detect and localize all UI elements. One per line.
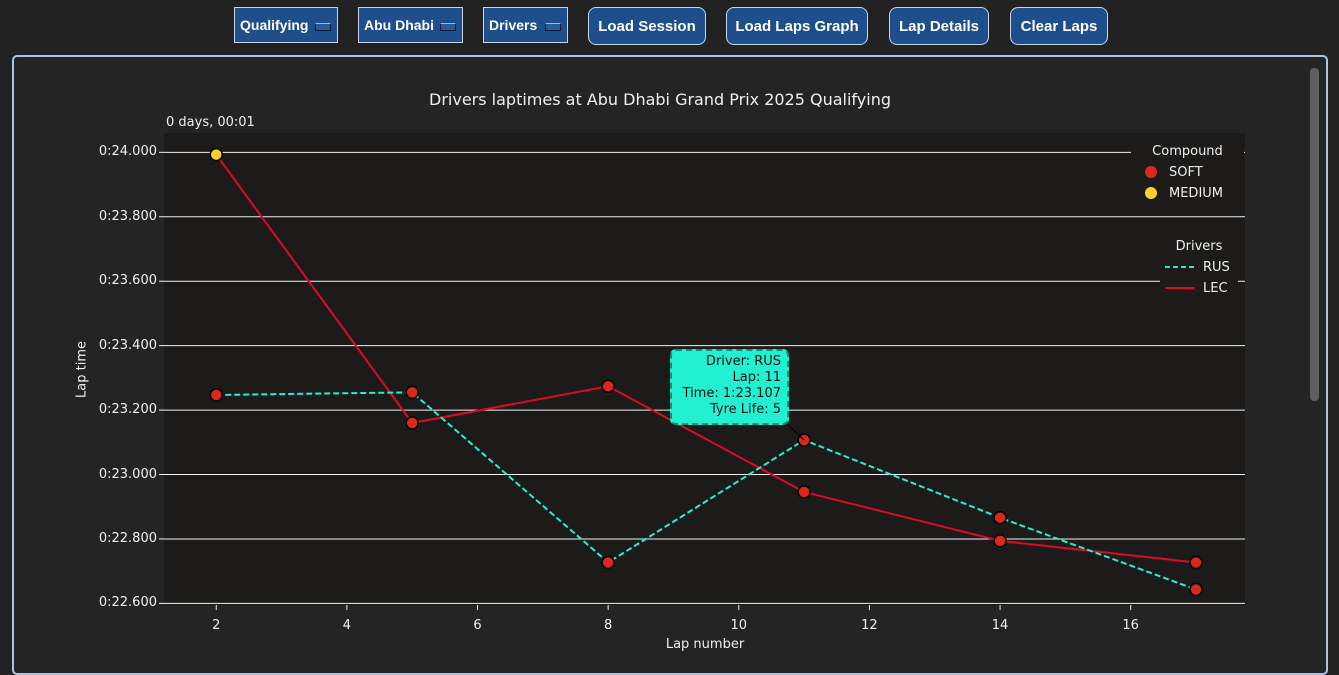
load-laps-graph-button[interactable]: Load Laps Graph (726, 7, 868, 45)
lap-point-lec (1189, 555, 1203, 570)
lap-point-rus (209, 388, 224, 402)
lap-point-lec (209, 147, 224, 162)
series-line-lec (215, 153, 1197, 564)
lap-point-rus (601, 555, 615, 570)
y-tick-label: 0:23.600 (98, 273, 157, 289)
compound-legend-item-medium: MEDIUM (1131, 183, 1223, 203)
x-tick-label: 14 (991, 618, 1009, 633)
x-tick-label: 10 (730, 618, 748, 633)
tooltip-connector (787, 424, 805, 441)
lap-details-button[interactable]: Lap Details (889, 7, 989, 45)
soft-marker-icon (1145, 166, 1157, 178)
y-tick-label: 0:22.800 (98, 530, 157, 546)
drivers-legend-item-rus: RUS (1160, 257, 1230, 277)
clear-laps-button[interactable]: Clear Laps (1010, 7, 1108, 45)
time-offset-label: 0 days, 00:01 (166, 115, 255, 130)
lap-point-lec (405, 416, 419, 430)
y-axis-label: Lap time (74, 341, 90, 398)
x-tick-label: 6 (473, 618, 482, 633)
vertical-scrollbar[interactable] (1310, 68, 1319, 401)
x-tick-label: 2 (212, 618, 221, 633)
medium-marker-icon (1145, 187, 1157, 199)
y-tick-label: 0:23.400 (98, 337, 157, 353)
tooltip-line-tyre-life: Tyre Life: 5 (709, 402, 781, 417)
drivers-legend-title: Drivers (1175, 239, 1223, 254)
tooltip-line-lap: Lap: 11 (732, 370, 781, 385)
dropdown-arrow-icon (545, 23, 561, 31)
session-select-value: Qualifying (240, 17, 309, 33)
y-tick-label: 0:23.800 (98, 208, 157, 224)
tooltip-line-time: Time: 1:23.107 (682, 386, 781, 401)
hover-tooltip: Driver: RUS Lap: 11 Time: 1:23.107 Tyre … (670, 349, 789, 425)
x-axis-label: Lap number (665, 637, 745, 652)
solid-line-icon (1165, 287, 1195, 289)
compound-legend-label: SOFT (1169, 164, 1203, 180)
drivers-legend-label: LEC (1203, 280, 1228, 296)
drivers-legend-label: RUS (1203, 259, 1230, 275)
compound-legend-item-soft: SOFT (1131, 162, 1203, 182)
y-tick-label: 0:22.600 (98, 595, 157, 611)
chart-title: Drivers laptimes at Abu Dhabi Grand Prix… (429, 90, 891, 109)
y-tick-label: 0:23.000 (98, 466, 157, 482)
series-line-rus (216, 391, 1197, 591)
dropdown-arrow-icon (440, 23, 456, 31)
x-tick-label: 4 (342, 618, 352, 633)
dropdown-arrow-icon (315, 23, 331, 31)
event-select[interactable]: Abu Dhabi (358, 7, 463, 43)
x-tick-label: 8 (604, 618, 613, 633)
compound-legend-label: MEDIUM (1169, 185, 1224, 201)
lap-point-rus (405, 385, 419, 400)
y-tick-label: 0:24.000 (98, 144, 157, 160)
x-tick-label: 12 (861, 618, 878, 633)
event-select-value: Abu Dhabi (364, 17, 434, 33)
compound-legend: Compound SOFT MEDIUM (1131, 141, 1244, 209)
drivers-select-value: Drivers (489, 17, 538, 33)
compound-legend-title: Compound (1152, 144, 1223, 159)
session-select[interactable]: Qualifying (234, 7, 338, 43)
drivers-legend: Drivers RUS LEC (1160, 236, 1238, 300)
lap-point-lec (601, 379, 615, 393)
lap-point-rus (993, 510, 1007, 525)
toolbar: Qualifying Abu Dhabi Drivers Load Sessio… (0, 0, 1339, 52)
load-session-button[interactable]: Load Session (588, 7, 706, 45)
drivers-select[interactable]: Drivers (483, 7, 568, 43)
lap-point-lec (797, 485, 811, 499)
lap-point-lec (993, 534, 1007, 548)
drivers-legend-item-lec: LEC (1160, 278, 1228, 298)
lap-point-rus (1189, 582, 1203, 597)
y-tick-label: 0:23.200 (98, 402, 157, 418)
tooltip-line-driver: Driver: RUS (705, 354, 781, 369)
x-tick-label: 16 (1122, 618, 1139, 633)
dashed-line-icon (1165, 266, 1195, 268)
